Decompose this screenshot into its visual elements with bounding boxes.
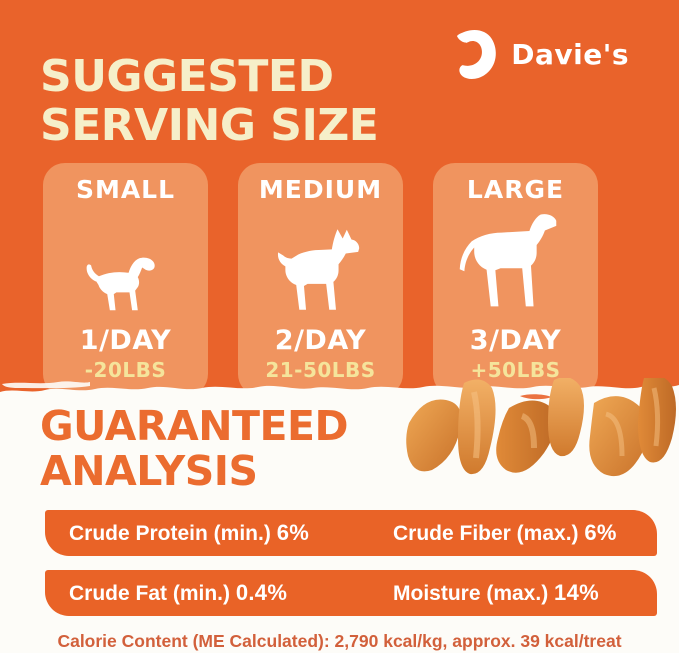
- page-title: SUGGESTED SERVING SIZE: [40, 51, 379, 151]
- weight-range: -20LBS: [84, 358, 167, 382]
- analysis-value: 6%: [584, 520, 617, 545]
- servings-per-day: 3/DAY: [469, 325, 562, 356]
- serving-card-large: LARGE 3/DAY +50LBS: [433, 163, 598, 396]
- torn-paint-edge: [0, 381, 679, 404]
- weight-range: +50LBS: [470, 358, 561, 382]
- servings-per-day: 2/DAY: [274, 325, 367, 356]
- analysis-value: 14%: [554, 580, 599, 605]
- analysis-label: Crude Fat (min.): [69, 582, 230, 605]
- small-dog-icon: [43, 249, 208, 321]
- analysis-title: GUARANTEED ANALYSIS: [40, 402, 349, 495]
- page-title-line1: SUGGESTED: [40, 51, 334, 102]
- serving-card-small: SMALL 1/DAY -20LBS: [43, 163, 208, 396]
- analysis-value: 0.4%: [235, 580, 288, 605]
- analysis-title-line1: GUARANTEED: [40, 402, 349, 450]
- medium-dog-icon: [238, 223, 403, 318]
- analysis-value: 6%: [276, 520, 310, 545]
- serving-size-cards: SMALL 1/DAY -20LBS MEDIUM 2/DAY 21-50LBS…: [43, 163, 598, 396]
- weight-range: 21-50LBS: [265, 358, 376, 382]
- analysis-cell: Crude Fat (min.) 0.4%: [69, 570, 287, 616]
- page-title-line2: SERVING SIZE: [40, 100, 379, 151]
- size-label: LARGE: [466, 175, 565, 204]
- serving-card-medium: MEDIUM 2/DAY 21-50LBS: [238, 163, 403, 396]
- brand-logo: Davie's: [450, 26, 629, 82]
- analysis-label: Crude Fiber (max.): [393, 522, 579, 545]
- analysis-row-protein-fiber: Crude Protein (min.) 6% Crude Fiber (max…: [45, 510, 657, 556]
- analysis-cell: Moisture (max.) 14%: [393, 570, 599, 616]
- large-dog-icon: [433, 209, 598, 315]
- sweet-potato-treats-photo: [406, 378, 676, 477]
- servings-per-day: 1/DAY: [79, 325, 172, 356]
- size-label: SMALL: [75, 175, 176, 204]
- davies-d-logo-icon: [450, 26, 500, 82]
- analysis-cell: Crude Protein (min.) 6%: [69, 510, 309, 556]
- analysis-label: Crude Protein (min.): [69, 522, 271, 545]
- analysis-cell: Crude Fiber (max.) 6%: [393, 510, 617, 556]
- calorie-content-note: Calorie Content (ME Calculated): 2,790 k…: [57, 631, 622, 651]
- size-label: MEDIUM: [258, 175, 383, 204]
- analysis-row-fat-moisture: Crude Fat (min.) 0.4% Moisture (max.) 14…: [45, 570, 657, 616]
- analysis-label: Moisture (max.): [393, 582, 549, 605]
- analysis-title-line2: ANALYSIS: [40, 447, 258, 495]
- brand-name: Davie's: [511, 37, 629, 71]
